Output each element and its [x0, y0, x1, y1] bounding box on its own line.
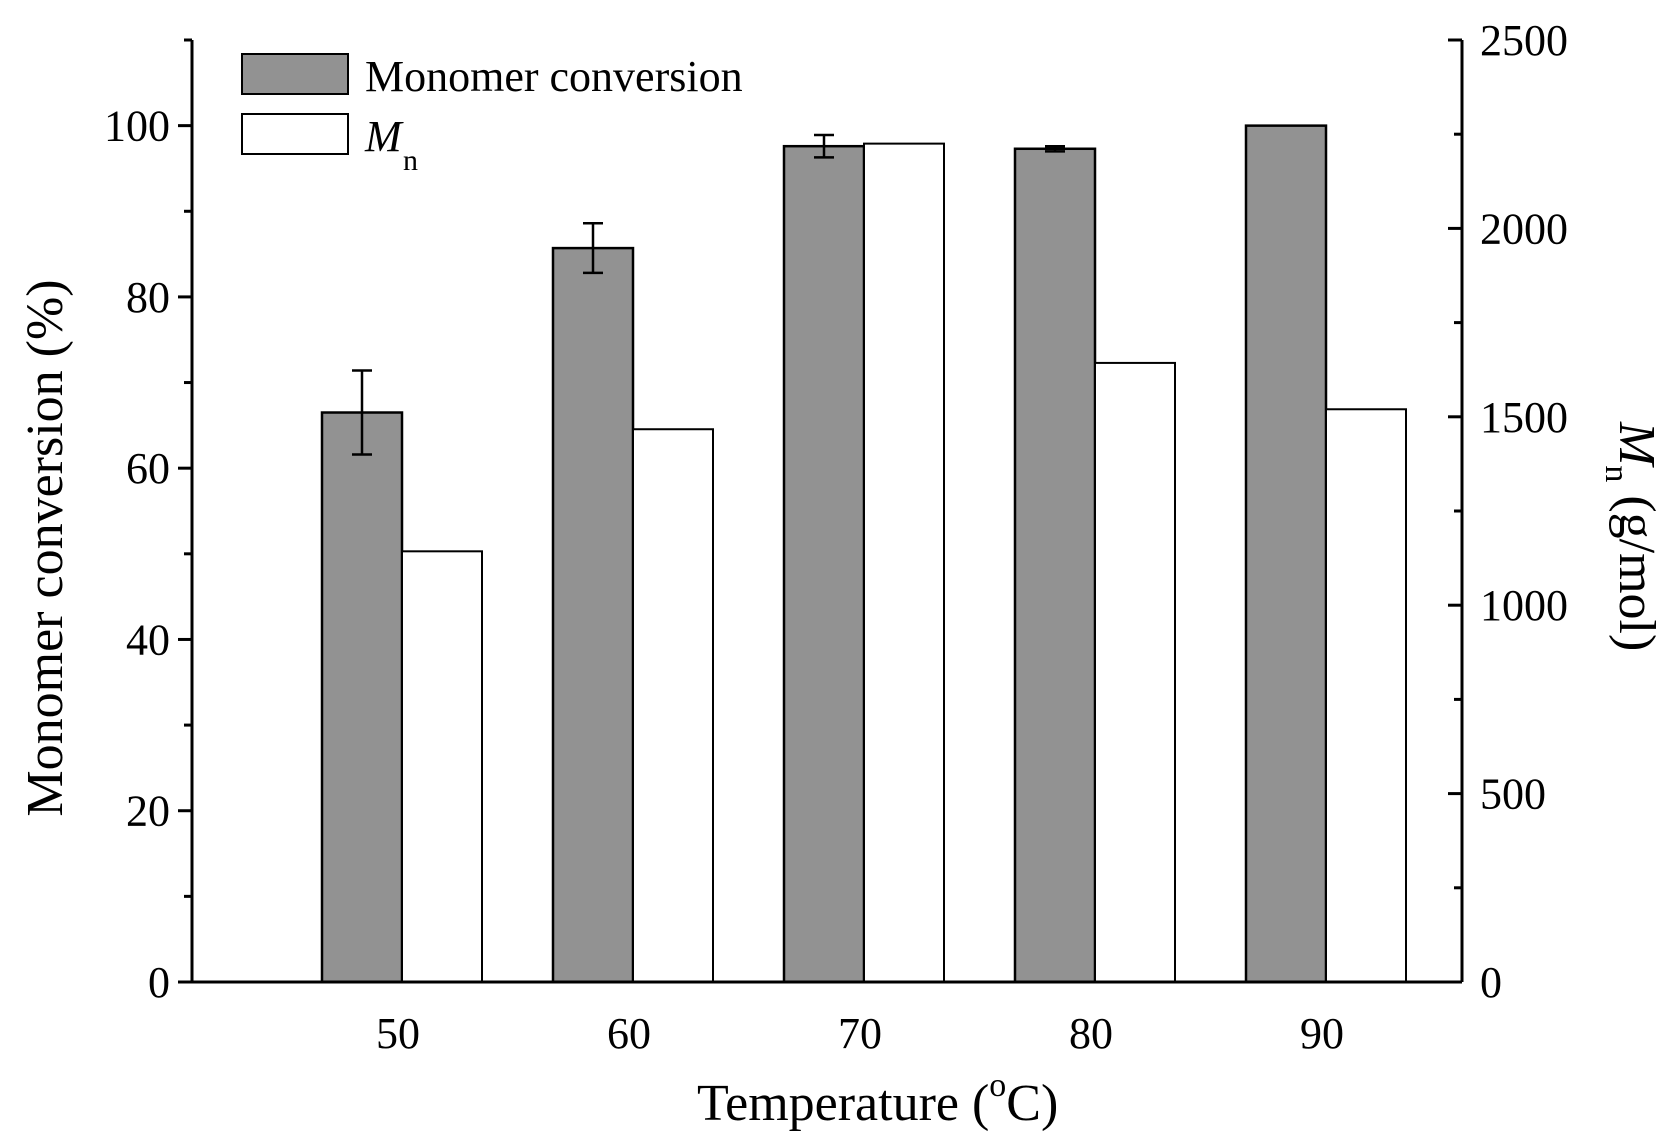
- bars-layer: [320, 124, 1407, 984]
- errorbar-layer: [352, 133, 1065, 456]
- legend-label-monomer-conversion: Monomer conversion: [365, 52, 743, 101]
- bar-mn-50: [401, 550, 483, 984]
- bar-mn-60: [632, 428, 714, 984]
- x-tick-label-70: 70: [838, 1009, 882, 1058]
- x-tick-label-50: 50: [376, 1009, 420, 1058]
- bar-conversion-80: [1013, 147, 1097, 984]
- left-y-tick-label-40: 40: [126, 615, 170, 664]
- left-y-tick-label-20: 20: [126, 787, 170, 836]
- x-tick-label-60: 60: [607, 1009, 651, 1058]
- bar-conversion-90: [1244, 124, 1328, 984]
- bar-conversion-50: [320, 411, 404, 984]
- legend-swatch-mn: [241, 113, 349, 155]
- right-y-tick-label-0: 0: [1480, 958, 1502, 1007]
- left-y-tick-label-100: 100: [104, 102, 170, 151]
- ticks-layer: 50 60 70 80 90020406080100050010001500200025…: [104, 16, 1568, 1058]
- legend: Monomer conversion M n: [241, 52, 743, 177]
- left-y-axis-title: Monomer conversion (%): [17, 279, 74, 816]
- x-tick-label-80: 80: [1069, 1009, 1113, 1058]
- x-axis-title: Temperature (oC): [697, 1067, 1058, 1132]
- right-y-tick-label-1500: 1500: [1480, 393, 1568, 442]
- x-tick-label-90: 90: [1300, 1009, 1344, 1058]
- legend-label-mn-subscript: n: [403, 144, 418, 177]
- bar-mn-80: [1094, 361, 1176, 983]
- right-y-tick-label-2500: 2500: [1480, 16, 1568, 65]
- left-y-tick-label-80: 80: [126, 273, 170, 322]
- legend-swatch-monomer-conversion: [241, 53, 349, 95]
- left-y-tick-label-60: 60: [126, 444, 170, 493]
- right-y-tick-label-1000: 1000: [1480, 581, 1568, 630]
- left-y-tick-label-0: 0: [148, 958, 170, 1007]
- legend-label-mn: M: [364, 112, 404, 161]
- right-y-tick-label-500: 500: [1480, 770, 1546, 819]
- right-y-axis-title: Mn (g/mol): [1598, 421, 1665, 651]
- bar-conversion-60: [551, 246, 635, 984]
- bar-mn-90: [1325, 408, 1407, 984]
- bar-mn-70: [863, 142, 945, 983]
- right-y-tick-label-2000: 2000: [1480, 204, 1568, 253]
- bar-conversion-70: [782, 144, 866, 984]
